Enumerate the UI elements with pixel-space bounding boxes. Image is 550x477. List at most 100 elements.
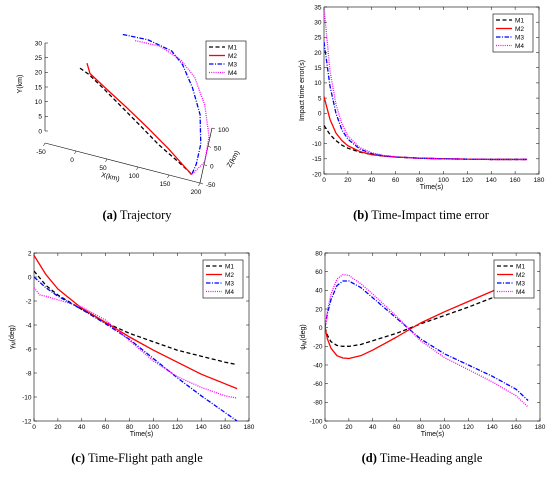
z-tick-label: -50 <box>206 182 216 189</box>
legend-entry-m4: M4 <box>516 289 525 296</box>
x-tick-label: 60 <box>392 177 400 184</box>
legend-entry-m1: M1 <box>228 44 237 51</box>
caption-a: (a) Trajectory <box>102 208 172 222</box>
x-tick-label: 100 <box>438 177 449 184</box>
y-tick-label: -20 <box>313 344 323 351</box>
legend-entry-m4: M4 <box>228 70 237 77</box>
y-tick-label: -15 <box>312 156 322 163</box>
legend-entry-m3: M3 <box>228 61 237 68</box>
y-tick-label: -5 <box>316 126 322 133</box>
x-tick-label: 60 <box>393 424 401 431</box>
x-axis <box>44 142 201 184</box>
y-tick-label: 0 <box>319 325 323 332</box>
y-tick-label: 30 <box>35 40 43 47</box>
series-line-m4 <box>34 287 238 399</box>
legend-entry-m2: M2 <box>516 272 525 279</box>
y-tick-label: 15 <box>314 65 322 72</box>
x-axis-label: Time(s) <box>421 431 444 438</box>
z-axis <box>199 127 213 184</box>
y-axis-label-tail: (deg) <box>9 325 16 341</box>
x-tick-label: -50 <box>36 149 46 156</box>
x-tick-label: 160 <box>511 424 522 431</box>
x-tick-label: 180 <box>535 424 546 431</box>
x-tick-label: 80 <box>417 424 425 431</box>
y-tick-label: 80 <box>315 250 323 257</box>
x-tick-label: 80 <box>126 424 134 431</box>
caption-text: Time-Flight path angle <box>85 451 203 465</box>
y-axis-label-main: γ <box>9 345 16 349</box>
x-tick-label: 20 <box>344 177 352 184</box>
x-axis-label: X(km) <box>100 172 120 183</box>
x-tick-label: 140 <box>196 424 207 431</box>
y-axis-label: γM(deg) <box>9 325 18 349</box>
chart-d: 0 20 40 60 80 100 120 140 160 180 -100 -80 -60 -40 -20… <box>300 250 546 438</box>
x-tick-label: 80 <box>416 177 424 184</box>
y-axis-label-tail: (deg) <box>300 324 307 340</box>
z-tick-label: 100 <box>218 127 229 134</box>
y-tick-label: 30 <box>314 19 322 26</box>
x-tick-label: 40 <box>78 424 86 431</box>
series-line-m1 <box>325 275 529 347</box>
y-tick-label: 25 <box>314 35 322 42</box>
series-group <box>34 255 238 421</box>
x-tick-label: 60 <box>102 424 110 431</box>
legend-entry-m4: M4 <box>225 289 234 296</box>
x-tick-label: 40 <box>369 424 377 431</box>
x-tick <box>105 158 108 163</box>
y-tick-label: -8 <box>26 370 32 377</box>
y-tick-label: -10 <box>312 141 322 148</box>
x-tick-label: 0 <box>32 424 36 431</box>
series-line-m3 <box>122 33 202 175</box>
series-group <box>324 7 528 161</box>
y-tick-label: 40 <box>315 288 323 295</box>
caption-letter: (a) <box>102 208 117 222</box>
x-tick-label: 100 <box>129 173 140 180</box>
x-tick <box>43 142 46 147</box>
series-group <box>325 266 529 408</box>
x-tick <box>167 174 170 179</box>
y-tick-label: 10 <box>314 80 322 87</box>
y-tick-label: -60 <box>313 381 323 388</box>
y-tick-label: 0 <box>38 128 42 135</box>
x-tick-label: 140 <box>486 177 497 184</box>
series-line-m1 <box>79 67 193 176</box>
y-tick-label: -12 <box>22 418 32 425</box>
y-axis-label-sub: M <box>12 341 18 345</box>
x-tick-label: 160 <box>220 424 231 431</box>
y-tick-label: 20 <box>315 306 323 313</box>
legend-entry-m4: M4 <box>515 43 524 50</box>
y-tick-label: -100 <box>309 418 322 425</box>
z-tick <box>203 164 208 166</box>
y-tick-label: -80 <box>313 400 323 407</box>
z-tick <box>211 127 216 130</box>
x-tick-label: 180 <box>534 177 545 184</box>
caption-letter: (c) <box>71 451 85 465</box>
x-axis-label: Time(s) <box>420 184 443 191</box>
x-tick <box>136 166 139 171</box>
x-tick-label: 0 <box>323 424 327 431</box>
caption-c: (c) Time-Flight path angle <box>71 451 203 465</box>
z-tick-label: 0 <box>210 164 214 171</box>
legend-entry-m1: M1 <box>516 263 525 270</box>
y-tick-label: 2 <box>28 250 32 257</box>
caption-letter: (d) <box>362 451 377 465</box>
chart-c: 0 20 40 60 80 100 120 140 160 180 -12 -10 -8 -6 -4 -2 0 2… <box>9 250 255 438</box>
legend-entry-m3: M3 <box>225 280 234 287</box>
x-tick-label: 120 <box>463 424 474 431</box>
x-tick-label: 40 <box>368 177 376 184</box>
y-tick-label: -10 <box>22 394 32 401</box>
x-tick-label: 160 <box>510 177 521 184</box>
x-tick-label: 20 <box>345 424 353 431</box>
x-tick-label: 20 <box>54 424 62 431</box>
series-line-m3 <box>34 276 238 421</box>
series-line-m3 <box>325 280 529 401</box>
z-tick <box>199 182 204 185</box>
series-line-m4 <box>324 7 528 161</box>
x-tick <box>74 150 77 155</box>
y-tick-label: -20 <box>312 171 322 178</box>
z-tick-label: 50 <box>214 145 222 152</box>
